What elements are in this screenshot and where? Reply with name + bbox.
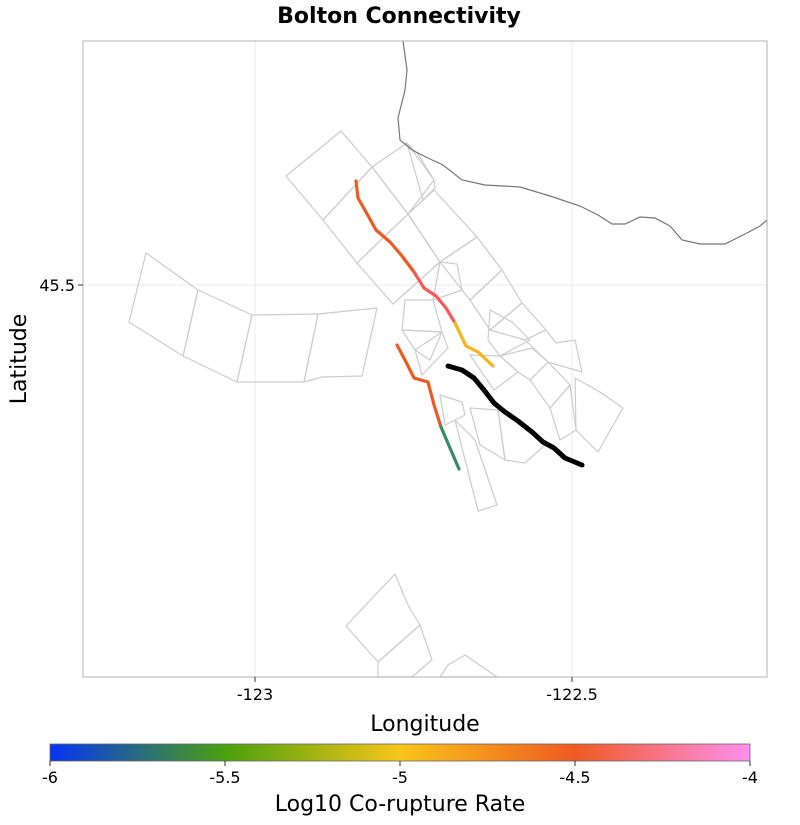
fault-section-outlines bbox=[128, 130, 624, 678]
section-outline bbox=[432, 261, 463, 301]
fault-trace-northern-upper bbox=[354, 179, 416, 274]
section-outline bbox=[574, 377, 624, 453]
y-axis: 45.5 Latitude bbox=[7, 276, 83, 404]
fault-traces bbox=[354, 179, 585, 471]
colorbar-tick-label: -4.5 bbox=[559, 768, 590, 787]
section-outline bbox=[487, 309, 531, 357]
map-title: Bolton Connectivity bbox=[277, 4, 521, 29]
colorbar-tick-label: -5 bbox=[392, 768, 408, 787]
x-axis: -123 -122.5 Longitude bbox=[237, 677, 598, 737]
fault-trace-western-lower bbox=[439, 425, 461, 471]
x-tick-label: -122.5 bbox=[546, 685, 598, 704]
y-tick-label: 45.5 bbox=[39, 276, 75, 295]
x-tick-label: -123 bbox=[237, 685, 273, 704]
plot-panel bbox=[82, 40, 768, 678]
colorbar bbox=[49, 743, 751, 762]
target-fault-trace bbox=[445, 363, 585, 468]
section-outline bbox=[469, 407, 506, 461]
plot-frame bbox=[82, 40, 768, 678]
section-outline bbox=[454, 419, 498, 512]
x-axis-title: Longitude bbox=[370, 712, 479, 737]
plot-background bbox=[83, 41, 767, 677]
section-outline bbox=[401, 329, 443, 361]
fault-trace-western-upper bbox=[395, 343, 443, 429]
colorbar-title: Log10 Co-rupture Rate bbox=[275, 792, 526, 817]
section-outline bbox=[303, 307, 378, 383]
colorbar-legend: -6 -5.5 -5 -4.5 -4 Log10 Co-rupture Rate bbox=[42, 743, 758, 817]
colorbar-tick-label: -4 bbox=[742, 768, 758, 787]
coastline bbox=[397, 40, 768, 245]
section-outline bbox=[439, 394, 466, 426]
fault-trace-northern-lower bbox=[453, 321, 495, 368]
fault-trace-northern-middle bbox=[412, 270, 457, 325]
gridlines bbox=[83, 41, 767, 677]
section-outline bbox=[549, 384, 577, 441]
colorbar-tick-label: -5.5 bbox=[209, 768, 240, 787]
section-outline bbox=[414, 331, 449, 376]
colorbar-tick-label: -6 bbox=[42, 768, 58, 787]
y-axis-title: Latitude bbox=[7, 314, 32, 405]
